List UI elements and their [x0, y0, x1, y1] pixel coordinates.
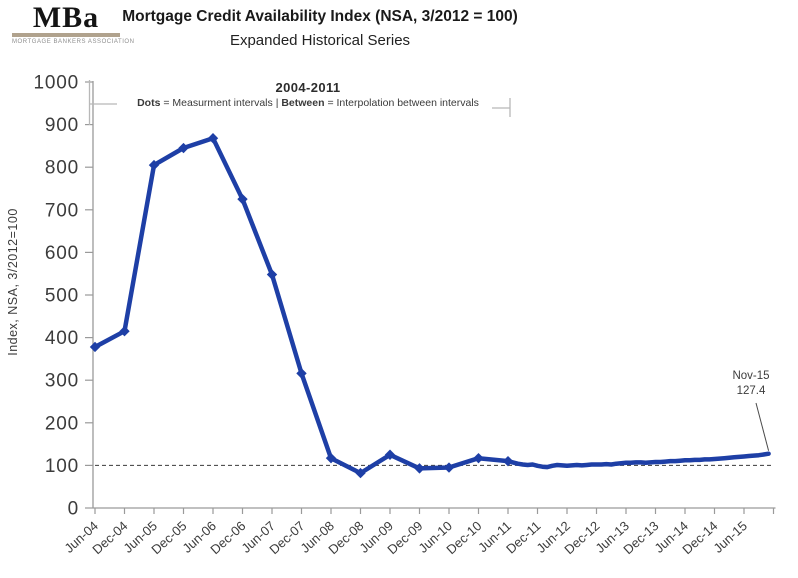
chart-header: Mortgage Credit Availability Index (NSA,…: [40, 7, 600, 49]
measurement-marker: [266, 269, 278, 280]
measurement-marker: [473, 452, 484, 464]
mcai-series-line: [92, 135, 771, 476]
legend-dots-text: = Measurment intervals: [160, 97, 276, 109]
y-tick-label: 900: [45, 115, 79, 136]
period-annotation-title: 2004-2011: [275, 80, 341, 95]
y-tick-label: 300: [45, 371, 79, 392]
mba-logo: MBa MORTGAGE BANKERS ASSOCIATION: [12, 1, 135, 45]
y-tick-label: 800: [45, 158, 79, 179]
measurement-marker: [237, 193, 248, 205]
y-tick-label: 700: [45, 200, 79, 221]
y-tick-label: 200: [45, 413, 79, 434]
legend-between-term: Between: [281, 97, 325, 109]
chart-title: Mortgage Credit Availability Index (NSA,…: [122, 8, 518, 25]
period-bracket-right: [492, 98, 511, 117]
legend-dots-term: Dots: [137, 97, 161, 109]
x-tick-label: Jun-15: [710, 518, 750, 556]
latest-value-callout-line: [755, 402, 770, 451]
period-bracket-left: [88, 80, 117, 125]
y-tick-label: 100: [45, 456, 79, 477]
measurement-marker: [384, 449, 396, 460]
latest-value-annotation: Nov-15 127.4: [714, 369, 788, 399]
period-annotation: 2004-2011 Dots = Measurment intervals | …: [106, 80, 510, 109]
y-tick-label: 500: [45, 286, 79, 307]
y-axis-title: Index, NSA, 3/2012=100: [6, 208, 20, 356]
legend-between-text: = Interpolation between intervals: [324, 97, 479, 109]
mba-logo-acronym: MBa: [32, 1, 100, 34]
latest-value-number: 127.4: [736, 384, 766, 397]
measurement-marker: [502, 455, 514, 467]
measurement-marker: [443, 462, 455, 473]
y-tick-label: 600: [45, 243, 79, 264]
measurement-marker: [207, 133, 219, 144]
legend-separator: |: [275, 97, 282, 109]
mba-logo-bar: [12, 33, 120, 37]
measurement-marker: [89, 341, 101, 353]
measurement-marker: [414, 463, 425, 474]
measurement-marker: [148, 159, 160, 171]
y-tick-label: 1000: [34, 73, 79, 94]
measurement-marker: [178, 142, 189, 154]
chart-subtitle: Expanded Historical Series: [229, 32, 411, 50]
measurement-marker: [325, 452, 337, 464]
measurement-marker: [355, 467, 366, 479]
latest-value-label: Nov-15: [732, 370, 770, 382]
mba-logo-caption: MORTGAGE BANKERS ASSOCIATION: [12, 39, 135, 45]
y-tick-label: 400: [45, 328, 79, 349]
period-annotation-legend: Dots = Measurment intervals | Between = …: [106, 97, 510, 109]
measurement-marker: [119, 326, 130, 337]
y-tick-label: 0: [68, 499, 79, 520]
measurement-marker: [296, 368, 307, 379]
